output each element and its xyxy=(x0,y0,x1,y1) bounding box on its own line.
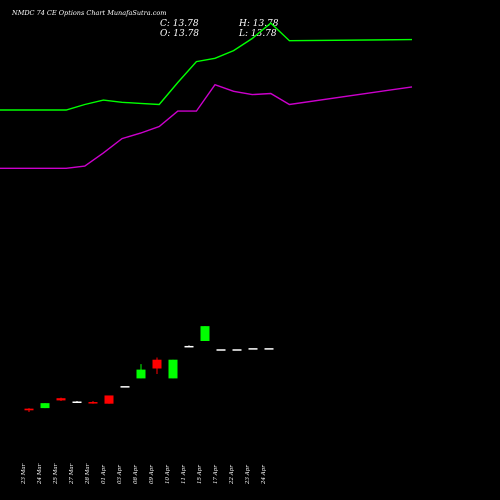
x-tick-label: 15 Apr xyxy=(197,465,203,484)
candle-body xyxy=(216,349,226,351)
candle xyxy=(88,400,98,404)
candle xyxy=(152,357,162,374)
candle xyxy=(184,345,194,348)
candle-body xyxy=(24,408,34,411)
x-axis-labels: 23 Mar 24 Mar 25 Mar 27 Mar 28 Mar 01 Apr 03 A… xyxy=(21,463,267,485)
candle xyxy=(120,386,130,388)
x-tick-label: 24 Apr xyxy=(261,465,267,485)
candle-body xyxy=(88,402,98,404)
candle xyxy=(232,349,242,351)
x-tick-label: 23 Mar xyxy=(21,463,27,485)
x-tick-label: 10 Apr xyxy=(165,465,171,484)
x-tick-label: 11 Apr xyxy=(181,465,187,484)
chart-title: NMDC 74 CE Options Chart MunafaSutra.com xyxy=(12,9,167,17)
candle xyxy=(40,403,50,409)
x-tick-label: 01 Apr xyxy=(101,465,107,484)
x-tick-label: 22 Apr xyxy=(229,465,235,485)
candle-body xyxy=(232,349,242,351)
candle xyxy=(56,397,66,401)
candle-body xyxy=(104,395,114,404)
candle-body xyxy=(56,398,66,401)
candle xyxy=(24,408,34,412)
close-readout: C: 13.78 xyxy=(160,19,199,29)
open-readout: O: 13.78 xyxy=(160,29,200,39)
x-tick-label: 24 Mar xyxy=(37,463,43,485)
candle-body xyxy=(184,345,194,348)
candle xyxy=(216,349,226,351)
candle xyxy=(168,359,178,379)
candle-body xyxy=(40,403,50,409)
candles-layer xyxy=(24,326,274,412)
upper-band-line xyxy=(0,22,413,111)
x-tick-label: 03 Apr xyxy=(117,465,123,484)
x-tick-label: 09 Apr xyxy=(149,465,155,484)
candle xyxy=(72,400,82,403)
x-tick-label: 08 Apr xyxy=(133,465,139,484)
candle-body xyxy=(248,348,258,350)
candle-body xyxy=(136,369,146,379)
candle xyxy=(200,326,210,341)
candle-body xyxy=(200,326,210,341)
lower-band-line xyxy=(0,83,413,169)
candle-body xyxy=(72,401,82,403)
candle xyxy=(264,348,274,350)
bands-layer xyxy=(0,22,413,169)
high-readout: H: 13.78 xyxy=(239,19,279,29)
x-tick-label: 17 Apr xyxy=(213,465,219,484)
candle xyxy=(136,364,146,379)
candle-body xyxy=(168,359,178,379)
candle xyxy=(248,348,258,350)
candle-body xyxy=(152,359,162,369)
x-tick-label: 27 Mar xyxy=(69,463,75,485)
candle-body xyxy=(264,348,274,350)
x-tick-label: 23 Apr xyxy=(245,465,251,485)
x-tick-label: 28 Mar xyxy=(85,463,91,485)
candle-body xyxy=(120,386,130,388)
x-tick-label: 25 Mar xyxy=(53,463,59,485)
candle xyxy=(104,395,114,404)
